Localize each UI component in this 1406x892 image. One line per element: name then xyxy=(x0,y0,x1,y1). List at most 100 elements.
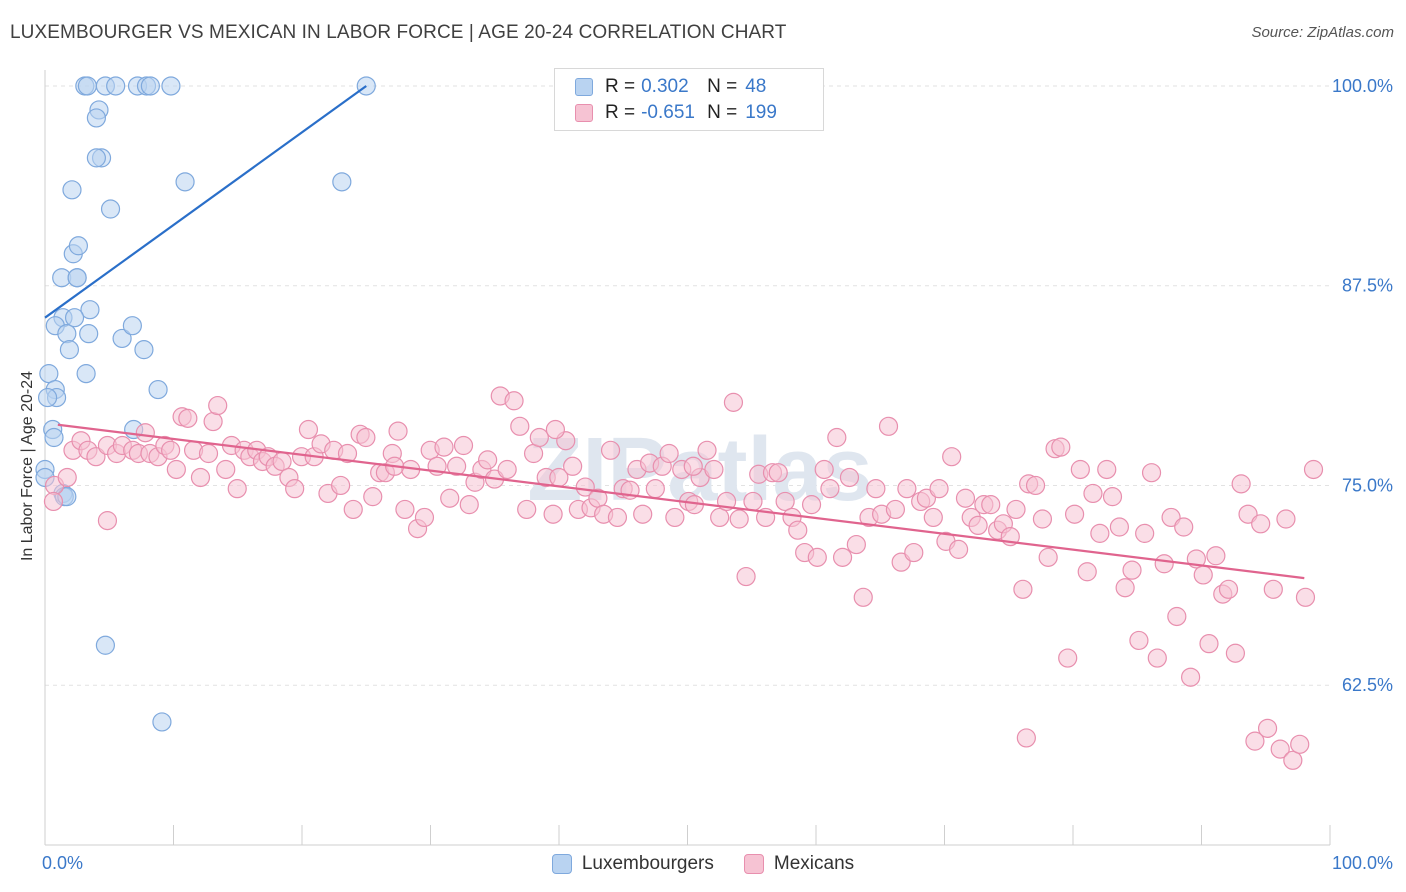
mexican-point xyxy=(1181,667,1201,687)
mexican-point xyxy=(697,440,717,460)
mexican-point xyxy=(1115,578,1135,598)
bottom-legend-label: Luxembourgers xyxy=(581,853,714,874)
luxembourger-point xyxy=(44,427,64,448)
mexican-point xyxy=(1038,547,1058,567)
mexican-point xyxy=(285,479,305,499)
legend-swatch-blue xyxy=(575,78,593,96)
mexican-point xyxy=(97,511,118,531)
luxembourger-point xyxy=(77,76,98,96)
mexican-point xyxy=(178,408,198,428)
luxembourger-point xyxy=(68,236,89,256)
legend-swatch-pink xyxy=(575,104,593,122)
y-tick-label: 100.0% xyxy=(1332,76,1393,96)
trend-lines xyxy=(44,85,1305,580)
mexican-point xyxy=(1058,648,1078,668)
mexican-point xyxy=(1193,565,1213,585)
bottom-legend-label: Mexicans xyxy=(773,853,855,874)
mexican-point xyxy=(1245,731,1265,751)
mexican-point xyxy=(1251,514,1271,534)
mexican-point xyxy=(497,459,517,480)
bottom-legend: Luxembourgers Mexicans xyxy=(0,852,1406,876)
luxembourger-point xyxy=(59,340,80,360)
y-tick-label: 87.5% xyxy=(1342,276,1393,296)
mexican-point xyxy=(768,463,788,483)
mexican-point xyxy=(839,467,860,488)
mexican-point xyxy=(216,459,236,480)
mexican-point xyxy=(203,411,223,432)
mexican-point xyxy=(1218,579,1239,599)
mexican-point xyxy=(723,392,744,412)
chart-title: LUXEMBOURGER VS MEXICAN IN LABOR FORCE |… xyxy=(10,22,787,43)
bottom-legend-swatch-blue xyxy=(551,854,572,874)
mexican-point xyxy=(356,427,376,448)
mexican-point xyxy=(478,450,498,470)
luxembourger-point xyxy=(37,387,58,408)
luxembourger-point xyxy=(76,364,96,384)
legend: R = 0.302 N = 48 R = -0.651 N = 199 xyxy=(554,68,824,131)
mexican-point xyxy=(968,515,988,536)
mexican-point xyxy=(878,416,899,436)
mexican-point xyxy=(529,427,549,448)
mexican-point xyxy=(1135,523,1155,543)
mexican-point xyxy=(414,507,435,528)
mexican-point xyxy=(600,440,621,460)
mexican-point xyxy=(885,499,906,520)
mexican-point xyxy=(897,479,917,499)
mexican-point xyxy=(1167,606,1187,627)
mexican-point xyxy=(575,477,595,497)
luxembourger-point xyxy=(106,76,126,96)
mexican-points xyxy=(43,386,1324,770)
mexican-point xyxy=(161,440,181,460)
luxembourger-point xyxy=(86,148,107,168)
mexican-point xyxy=(929,479,949,499)
mexican-point xyxy=(543,504,563,524)
mexican-point xyxy=(453,435,474,456)
legend-row-mexicans: R = -0.651 N = 199 xyxy=(575,101,777,125)
mexican-point xyxy=(1199,634,1219,654)
tick-labels: 62.5% 75.0% 87.5% 100.0% 0.0% 100.0% xyxy=(42,76,1393,873)
luxembourger-point xyxy=(148,379,168,400)
luxembourger-point xyxy=(67,268,87,288)
mexican-point xyxy=(190,467,211,488)
bottom-legend-mexicans: Mexicans xyxy=(743,853,855,875)
luxembourger-point xyxy=(57,324,77,344)
mexican-point xyxy=(729,509,749,529)
mexican-point xyxy=(1016,728,1036,748)
mexican-point xyxy=(853,587,873,607)
legend-row-luxembourgers: R = 0.302 N = 48 xyxy=(575,75,766,99)
luxembourger-point xyxy=(64,308,85,328)
luxembourger-point xyxy=(332,172,352,192)
luxembourger-point xyxy=(62,180,82,200)
mexican-point xyxy=(1154,554,1174,574)
luxembourger-point xyxy=(86,108,107,128)
mexican-point xyxy=(1147,648,1167,668)
mexican-point xyxy=(1077,562,1097,582)
luxembourger-point xyxy=(79,324,99,344)
mexican-point xyxy=(563,456,583,476)
mexican-point xyxy=(504,391,524,411)
mexican-point xyxy=(343,499,363,520)
mexican-point xyxy=(1174,517,1194,537)
mexican-point xyxy=(743,491,763,512)
legend-n-value: 199 xyxy=(745,102,777,123)
mexican-point xyxy=(1257,718,1278,738)
mexican-point xyxy=(1276,509,1296,529)
mexican-point xyxy=(1097,459,1117,480)
legend-n-value: 48 xyxy=(745,76,767,97)
mexican-point xyxy=(1083,483,1103,504)
bottom-legend-swatch-pink xyxy=(743,854,764,874)
axes xyxy=(44,70,1331,846)
mexican-point xyxy=(948,539,969,559)
mexican-point xyxy=(866,479,886,499)
mexican-point xyxy=(683,456,703,476)
luxembourger-point xyxy=(161,76,181,96)
mexican-point xyxy=(1225,643,1246,663)
luxembourger-point xyxy=(175,172,195,192)
luxembourger-point xyxy=(122,316,142,336)
mexican-point xyxy=(388,421,408,441)
mexican-point xyxy=(86,447,106,467)
luxembourger-point xyxy=(140,76,160,96)
luxembourger-point xyxy=(39,364,59,384)
mexican-point xyxy=(633,504,653,524)
mexican-point xyxy=(807,547,827,567)
